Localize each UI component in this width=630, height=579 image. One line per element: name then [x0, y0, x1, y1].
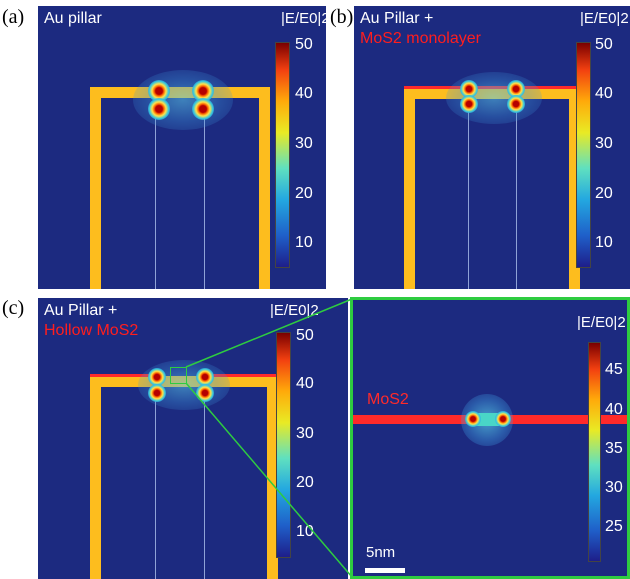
- colorbar-tick: 20: [595, 185, 613, 202]
- colorbar-tick: 40: [296, 375, 314, 392]
- hotspot: [507, 95, 525, 113]
- panel-c-title-red: Hollow MoS2: [44, 322, 139, 339]
- colorbar: [275, 42, 290, 268]
- mos2-layer-left: [90, 374, 155, 377]
- gap-line-right: [516, 99, 517, 289]
- colorbar-tick: 50: [595, 36, 613, 53]
- colorbar-tick: 40: [295, 85, 313, 102]
- hotspot: [148, 368, 166, 386]
- colorbar-tick: 40: [595, 85, 613, 102]
- colorbar: [576, 42, 591, 268]
- hotspot: [507, 80, 525, 98]
- hotspot: [196, 384, 214, 402]
- colorbar-title: |E/E0|2: [281, 10, 326, 27]
- scale-bar: [365, 568, 405, 573]
- colorbar-title: |E/E0|2: [577, 314, 626, 331]
- colorbar-tick: 20: [295, 185, 313, 202]
- colorbar-title: |E/E0|2: [270, 302, 319, 319]
- colorbar-tick: 30: [296, 425, 314, 442]
- colorbar-tick: 50: [296, 327, 314, 344]
- gap-fill: [475, 413, 499, 426]
- colorbar-tick: 10: [296, 523, 314, 540]
- panel-c: Au Pillar + Hollow MoS2 |E/E0|2 50 40 30…: [38, 298, 348, 579]
- panel-b-title: Au Pillar + MoS2 monolayer: [360, 9, 481, 49]
- hotspot: [148, 384, 166, 402]
- colorbar-tick: 10: [595, 234, 613, 251]
- colorbar-tick: 50: [295, 36, 313, 53]
- colorbar-tick: 20: [296, 474, 314, 491]
- colorbar-title: |E/E0|2: [580, 10, 629, 27]
- field-glow: [446, 72, 542, 124]
- panel-c-title-line1: Au Pillar +: [44, 302, 118, 319]
- hotspot: [192, 98, 214, 120]
- hotspot: [495, 411, 511, 427]
- zoom-region-box: [170, 367, 187, 384]
- gap-line-right: [204, 387, 205, 579]
- colorbar-tick: 45: [605, 361, 623, 378]
- hotspot: [148, 98, 170, 120]
- gap-line-left: [155, 98, 156, 289]
- hotspot: [460, 95, 478, 113]
- panel-a-title: Au pillar: [44, 10, 102, 27]
- panel-c-tag: (c): [2, 297, 25, 319]
- gap-line-left: [155, 387, 156, 579]
- colorbar: [588, 342, 601, 562]
- hotspot: [465, 411, 481, 427]
- hotspot: [196, 368, 214, 386]
- panel-b-title-red: MoS2 monolayer: [360, 30, 481, 47]
- colorbar-tick: 25: [605, 518, 623, 535]
- hotspot: [460, 80, 478, 98]
- colorbar-tick: 10: [295, 234, 313, 251]
- colorbar-tick: 30: [595, 135, 613, 152]
- gap-line-right: [204, 98, 205, 289]
- mos2-layer-right: [210, 374, 278, 377]
- colorbar-tick: 40: [605, 401, 623, 418]
- hotspot: [148, 80, 170, 102]
- colorbar-tick: 35: [605, 440, 623, 457]
- panel-zoom: MoS2 |E/E0|2 45 40 35 30 25 5nm: [350, 297, 630, 579]
- panel-a-tag: (a): [2, 6, 25, 28]
- gap-line-left: [468, 99, 469, 289]
- panel-b: Au Pillar + MoS2 monolayer |E/E0|2 50 40…: [354, 6, 630, 289]
- panel-a: Au pillar |E/E0|2 50 40 30 20 10: [38, 6, 326, 289]
- colorbar: [276, 332, 291, 558]
- panel-b-tag: (b): [330, 6, 354, 28]
- panel-c-title: Au Pillar + Hollow MoS2: [44, 301, 138, 341]
- mos2-label: MoS2: [367, 391, 409, 408]
- colorbar-tick: 30: [295, 135, 313, 152]
- panel-b-title-line1: Au Pillar +: [360, 10, 434, 27]
- colorbar-tick: 30: [605, 479, 623, 496]
- field-glow: [133, 70, 233, 130]
- scale-bar-label: 5nm: [366, 544, 396, 561]
- hotspot: [192, 80, 214, 102]
